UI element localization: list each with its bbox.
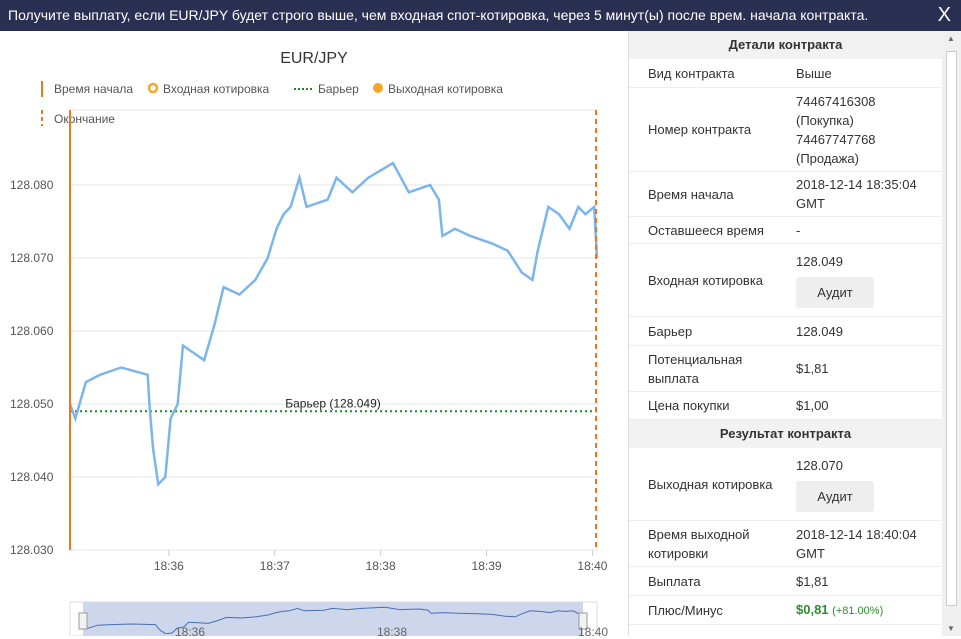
entry-marker-legend-icon	[147, 82, 159, 94]
remaining-time-value: -	[796, 222, 801, 238]
exit-time-tz: GMT	[796, 545, 825, 561]
barrier-value: 128.049	[796, 323, 843, 339]
purchase-price-value: $1,00	[796, 398, 829, 413]
legend-exit[interactable]: Выходная котировка	[388, 82, 503, 96]
profit-loss-label: Плюс/Минус	[648, 602, 723, 618]
scroll-up-icon[interactable]: ▲	[947, 34, 955, 43]
navigator-tick-label: 18:36	[175, 625, 205, 636]
scroll-down-icon[interactable]: ▼	[947, 624, 955, 633]
navigator-tick-label: 18:40	[578, 625, 608, 636]
price-chart: EUR/JPY Время начала Входная котировка Б…	[0, 31, 628, 639]
y-tick-label: 128.080	[10, 178, 54, 192]
sell-id: 74467747768	[796, 131, 876, 147]
legend-entry[interactable]: Входная котировка	[163, 82, 270, 96]
navigator-tick-label: 18:38	[377, 625, 407, 636]
exit-time-label: Время выходной котировки	[648, 526, 750, 561]
chart-title: EUR/JPY	[280, 50, 348, 67]
result-header: Результат контракта	[629, 420, 942, 448]
payout-label: Выплата	[648, 573, 701, 589]
legend: Время начала Входная котировка Барьер Вы…	[41, 81, 503, 126]
y-tick-label: 128.040	[10, 470, 54, 484]
potential-payout-value: $1,81	[796, 361, 829, 376]
exit-spot-value: 128.070	[796, 458, 843, 473]
contract-id-label: Номер контракта	[648, 122, 752, 137]
potential-payout-label: Потенциальная выплата	[648, 351, 743, 386]
contract-type-label: Вид контракта	[648, 65, 735, 81]
x-tick-label: 18:40	[577, 559, 607, 573]
buy-id-tag: (Покупка)	[796, 112, 854, 128]
plot-area	[69, 109, 598, 551]
scrollbar-thumb[interactable]	[946, 51, 957, 606]
x-tick-label: 18:39	[472, 559, 502, 573]
profit-loss-value: $0,81	[796, 601, 829, 617]
x-tick-label: 18:37	[260, 559, 290, 573]
navigator-right-handle[interactable]	[578, 612, 588, 630]
contract-details-panel: Детали контракта Вид контракта Выше Номер…	[628, 31, 942, 636]
start-time-tz: GMT	[796, 196, 825, 211]
barrier-label: Барьер (128.049)	[285, 396, 381, 410]
entry-spot-label: Входная котировка	[648, 272, 764, 288]
details-header: Детали контракта	[629, 31, 942, 59]
buy-id: 74467416308	[796, 93, 876, 109]
entry-spot-value: 128.049	[796, 254, 843, 269]
sell-id-tag: (Продажа)	[796, 150, 859, 166]
profit-loss-percent: (+81.00%)	[832, 604, 884, 617]
x-tick-label: 18:36	[154, 559, 184, 573]
payout-value: $1,81	[796, 573, 829, 589]
panel-scrollbar[interactable]: ▲ ▼	[942, 31, 961, 636]
y-tick-label: 128.060	[10, 324, 54, 338]
contract-banner: Получите выплату, если EUR/JPY будет стр…	[0, 0, 961, 31]
legend-end[interactable]: Окончание	[54, 112, 115, 126]
x-tick-label: 18:38	[366, 559, 396, 573]
exit-time-value: 2018-12-14 18:40:04	[796, 526, 917, 542]
close-icon[interactable]: X	[937, 4, 951, 26]
navigator-range[interactable]	[83, 602, 583, 636]
y-tick-label: 128.070	[10, 251, 54, 265]
entry-audit-button[interactable]: Аудит	[796, 277, 874, 308]
exit-audit-button[interactable]: Аудит	[796, 481, 874, 512]
navigator[interactable]: 18:36 18:38 18:40	[69, 601, 608, 639]
price-series-line	[68, 161, 599, 487]
purchase-price-label: Цена покупки	[648, 398, 730, 413]
legend-start[interactable]: Время начала	[54, 82, 133, 96]
exit-spot-label: Выходная котировка	[648, 476, 773, 492]
legend-barrier[interactable]: Барьер	[318, 82, 359, 96]
navigator-left-handle[interactable]	[78, 612, 88, 630]
y-tick-label: 128.050	[10, 397, 54, 411]
banner-text: Получите выплату, если EUR/JPY будет стр…	[8, 7, 869, 23]
start-time-value: 2018-12-14 18:35:04	[796, 177, 917, 192]
exit-marker-legend-icon	[373, 83, 383, 93]
y-tick-label: 128.030	[10, 543, 54, 557]
start-time-label: Время начала	[648, 186, 734, 202]
remaining-time-label: Оставшееся время	[648, 222, 764, 238]
barrier-label-row: Барьер	[648, 323, 693, 339]
contract-type-value: Выше	[796, 65, 832, 81]
